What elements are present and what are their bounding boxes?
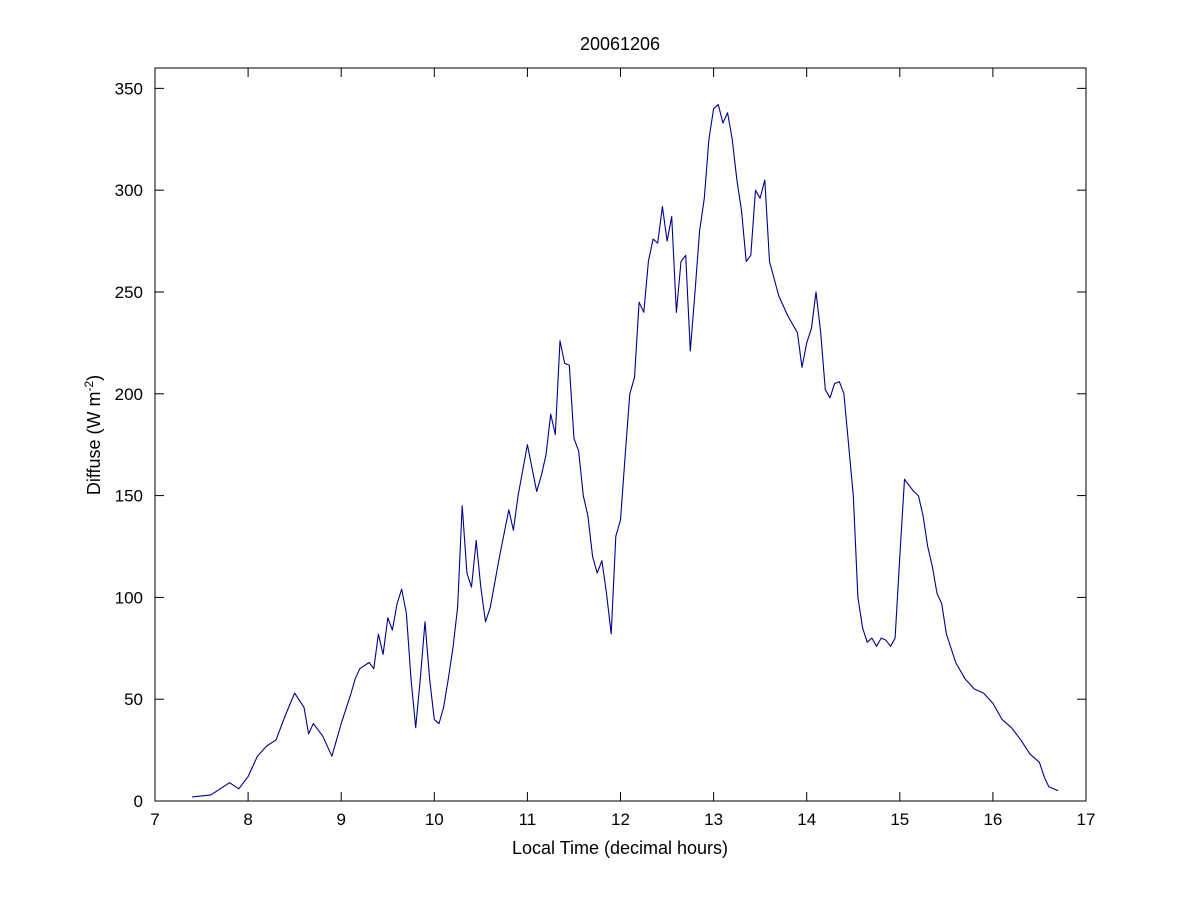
y-axis: 0 50 100 150 200 250 300 350: [115, 79, 1086, 811]
x-axis: 7 8 9 10 11 12 13 14 15 16 17: [150, 68, 1095, 829]
y-tick-label: 200: [115, 385, 143, 404]
y-axis-label-close: ): [84, 375, 104, 381]
x-tick-label: 13: [704, 810, 723, 829]
y-tick-label: 50: [124, 690, 143, 709]
x-tick-label: 15: [890, 810, 909, 829]
y-tick-label: 250: [115, 283, 143, 302]
x-tick-label: 11: [519, 810, 537, 829]
y-tick-label: 100: [115, 588, 143, 607]
y-axis-label: Diffuse (W m-2): [82, 375, 104, 495]
y-tick-label: 150: [115, 487, 143, 506]
y-tick-label: 0: [134, 792, 143, 811]
x-tick-label: 8: [243, 810, 252, 829]
x-tick-label: 17: [1077, 810, 1096, 829]
y-tick-label: 350: [115, 79, 143, 98]
y-axis-label-text: Diffuse (W m: [84, 391, 104, 495]
x-axis-label: Local Time (decimal hours): [512, 838, 728, 858]
x-tick-label: 14: [797, 810, 816, 829]
chart-title: 20061206: [580, 34, 660, 54]
x-tick-label: 10: [425, 810, 444, 829]
plot-frame: [154, 67, 1087, 802]
x-tick-label: 7: [150, 810, 159, 829]
x-tick-label: 9: [336, 810, 345, 829]
y-axis-label-superscript: -2: [82, 380, 96, 391]
diffuse-series-line: [192, 104, 1059, 798]
plot-area: [154, 67, 1087, 802]
y-tick-label: 300: [115, 181, 143, 200]
x-tick-label: 12: [611, 810, 630, 829]
x-tick-label: 16: [983, 810, 1002, 829]
